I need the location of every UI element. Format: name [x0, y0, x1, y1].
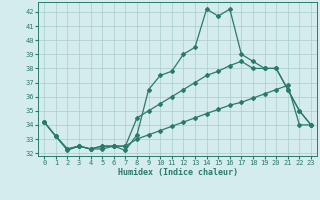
- X-axis label: Humidex (Indice chaleur): Humidex (Indice chaleur): [118, 168, 238, 177]
